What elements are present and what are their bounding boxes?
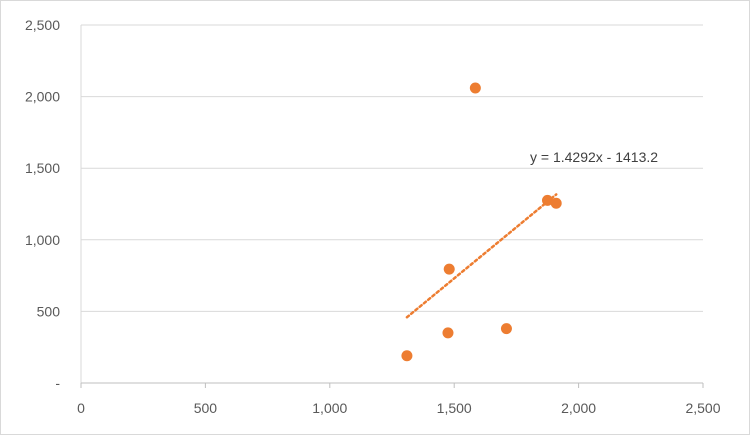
y-tick-label: 1,000 <box>25 232 60 248</box>
data-point <box>443 263 455 275</box>
x-tick-label: 1,000 <box>312 400 347 416</box>
y-tick-label: 2,000 <box>25 89 60 105</box>
x-tick-label: 2,000 <box>561 400 596 416</box>
x-tick-label: 500 <box>194 400 218 416</box>
x-tick-label: 2,500 <box>685 400 720 416</box>
y-tick-label: - <box>55 375 60 391</box>
x-tick-labels: 0 500 1,000 1,500 2,000 2,500 <box>77 400 721 416</box>
data-point <box>500 323 512 335</box>
y-tick-label: 500 <box>37 303 61 319</box>
trendline-equation: y = 1.4292x - 1413.2 <box>530 149 658 165</box>
data-point <box>550 197 562 209</box>
gridlines <box>81 24 703 312</box>
data-points <box>401 82 562 362</box>
data-point <box>442 327 454 339</box>
x-tick-marks <box>80 383 704 388</box>
data-point <box>401 350 413 362</box>
y-tick-label: 1,500 <box>25 160 60 176</box>
axes <box>80 25 703 384</box>
data-point <box>469 82 481 94</box>
trendline-group <box>405 193 558 319</box>
data-point <box>542 194 553 206</box>
x-tick-label: 1,500 <box>437 400 472 416</box>
trendline <box>405 193 558 319</box>
y-tick-label: 2,500 <box>25 17 60 33</box>
y-tick-labels: - 500 1,000 1,500 2,000 2,500 <box>25 17 60 391</box>
x-tick-label: 0 <box>77 400 85 416</box>
